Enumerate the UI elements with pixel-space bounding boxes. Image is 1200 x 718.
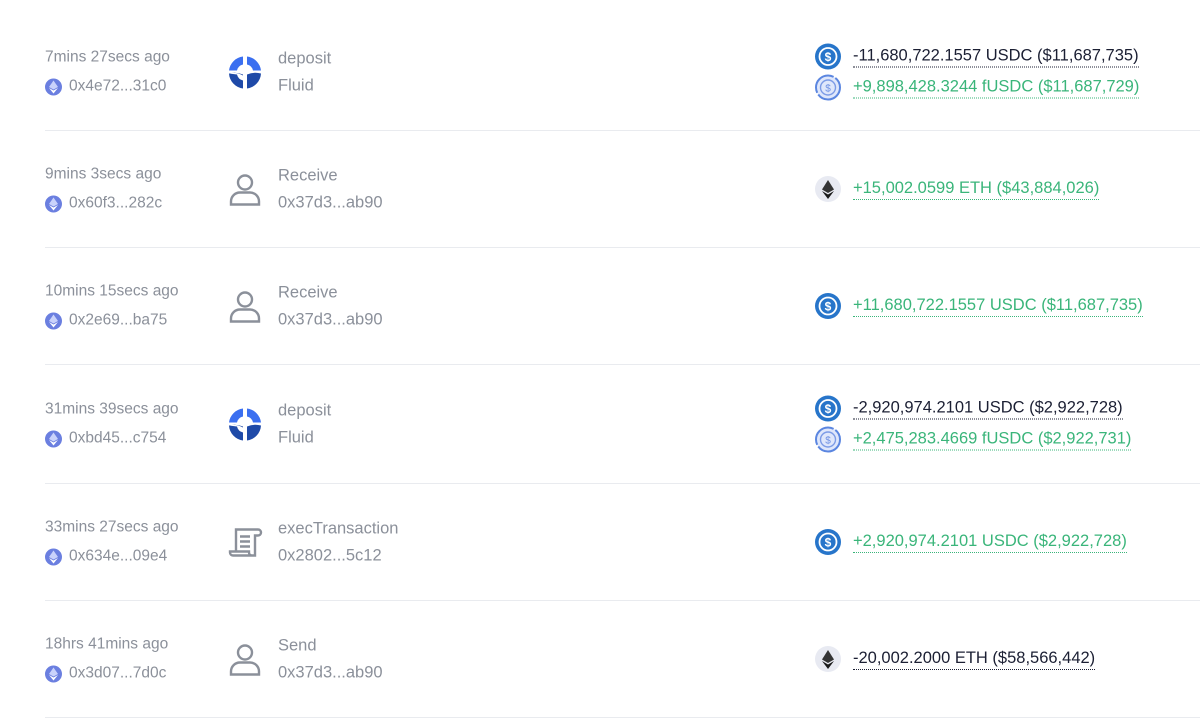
tx-hash-text[interactable]: 0x4e72...31c0 — [69, 77, 167, 95]
tx-hash-text[interactable]: 0x2e69...ba75 — [69, 311, 168, 329]
transaction-row: 9mins 3secs ago 0x60f3...282c Receive 0x3… — [45, 131, 1200, 248]
amount-column: $ -11,680,722.1557 USDC ($11,687,735) $ +9,… — [815, 40, 1140, 105]
time-column: 33mins 27secs ago 0x634e...09e4 — [45, 518, 179, 567]
svg-text:$: $ — [825, 402, 832, 416]
fluid-logo — [227, 406, 263, 442]
time-column: 9mins 3secs ago 0x60f3...282c — [45, 165, 162, 214]
tx-hash[interactable]: 0x4e72...31c0 — [45, 77, 170, 97]
tx-hash[interactable]: 0xbd45...c754 — [45, 429, 179, 449]
tx-type: Receive — [278, 166, 338, 185]
svg-text:$: $ — [825, 436, 831, 447]
transaction-row: 18hrs 41mins ago 0x3d07...7d0c Send 0x37d… — [45, 601, 1200, 718]
ethereum-chain-icon — [45, 665, 62, 682]
usdc-icon: $ — [815, 293, 841, 319]
usdc-icon: $ — [815, 529, 841, 555]
amount-line: $ +11,680,722.1557 USDC ($11,687,735) — [815, 292, 1143, 320]
amount-value[interactable]: +15,002.0599 ETH ($43,884,026) — [853, 179, 1100, 200]
eth-icon — [815, 176, 841, 202]
tx-hash[interactable]: 0x634e...09e4 — [45, 547, 179, 567]
fusdc-icon: $ — [815, 74, 841, 101]
ethereum-chain-icon — [45, 195, 62, 212]
timestamp: 31mins 39secs ago — [45, 400, 179, 418]
tx-counterparty[interactable]: Fluid — [278, 428, 314, 447]
amount-line: +15,002.0599 ETH ($43,884,026) — [815, 175, 1100, 203]
amount-value[interactable]: -20,002.2000 ETH ($58,566,442) — [853, 649, 1096, 670]
tx-counterparty[interactable]: 0x37d3...ab90 — [278, 663, 383, 682]
amount-value[interactable]: -2,920,974.2101 USDC ($2,922,728) — [853, 398, 1123, 419]
transaction-list: 7mins 27secs ago 0x4e72...31c0 deposit Fl… — [45, 0, 1200, 718]
type-column: Receive 0x37d3...ab90 — [227, 282, 383, 331]
amount-column: $ -2,920,974.2101 USDC ($2,922,728) $ +2,47… — [815, 392, 1132, 457]
svg-text:$: $ — [825, 536, 832, 550]
user-icon — [227, 171, 263, 207]
amount-line: $ +9,898,428.3244 fUSDC ($11,687,729) — [815, 74, 1140, 102]
ethereum-chain-icon — [45, 430, 62, 447]
time-column: 31mins 39secs ago 0xbd45...c754 — [45, 400, 179, 449]
type-column: deposit Fluid — [227, 400, 331, 449]
timestamp: 9mins 3secs ago — [45, 165, 162, 183]
usdc-icon: $ — [815, 395, 841, 422]
svg-text:$: $ — [825, 300, 832, 314]
ethereum-chain-icon — [45, 78, 62, 95]
svg-text:$: $ — [825, 84, 831, 95]
tx-type: deposit — [278, 49, 332, 68]
type-column: Receive 0x37d3...ab90 — [227, 165, 383, 214]
tx-hash-text[interactable]: 0x60f3...282c — [69, 194, 163, 212]
transaction-row: 31mins 39secs ago 0xbd45...c754 deposit F… — [45, 365, 1200, 484]
timestamp: 33mins 27secs ago — [45, 518, 179, 536]
tx-hash-text[interactable]: 0x634e...09e4 — [69, 547, 168, 565]
type-column: Send 0x37d3...ab90 — [227, 635, 383, 684]
amount-column: $ +2,920,974.2101 USDC ($2,922,728) — [815, 525, 1127, 559]
amount-value[interactable]: +2,920,974.2101 USDC ($2,922,728) — [853, 532, 1127, 553]
amount-line: $ -11,680,722.1557 USDC ($11,687,735) — [815, 43, 1139, 71]
usdc-icon: $ — [815, 43, 841, 70]
scroll-icon — [227, 524, 263, 560]
ethereum-chain-icon — [45, 548, 62, 565]
amount-column: +15,002.0599 ETH ($43,884,026) — [815, 172, 1100, 206]
tx-type: execTransaction — [278, 519, 399, 538]
timestamp: 10mins 15secs ago — [45, 282, 179, 300]
fusdc-icon: $ — [815, 426, 841, 453]
amount-column: -20,002.2000 ETH ($58,566,442) — [815, 642, 1096, 676]
user-icon — [227, 288, 263, 324]
timestamp: 18hrs 41mins ago — [45, 635, 169, 653]
time-column: 18hrs 41mins ago 0x3d07...7d0c — [45, 635, 168, 684]
tx-hash[interactable]: 0x3d07...7d0c — [45, 664, 168, 684]
amount-column: $ +11,680,722.1557 USDC ($11,687,735) — [815, 289, 1143, 323]
tx-hash[interactable]: 0x60f3...282c — [45, 194, 162, 214]
time-column: 10mins 15secs ago 0x2e69...ba75 — [45, 282, 179, 331]
type-column: execTransaction 0x2802...5c12 — [227, 518, 398, 567]
amount-line: $ +2,920,974.2101 USDC ($2,922,728) — [815, 528, 1127, 556]
amount-line: -20,002.2000 ETH ($58,566,442) — [815, 645, 1096, 673]
tx-counterparty[interactable]: Fluid — [278, 76, 314, 95]
amount-value[interactable]: +2,475,283.4669 fUSDC ($2,922,731) — [853, 429, 1132, 450]
svg-text:$: $ — [825, 50, 832, 64]
fluid-logo — [227, 54, 263, 90]
timestamp: 7mins 27secs ago — [45, 48, 170, 66]
transaction-row: 10mins 15secs ago 0x2e69...ba75 Receive 0… — [45, 248, 1200, 365]
ethereum-chain-icon — [45, 312, 62, 329]
tx-hash[interactable]: 0x2e69...ba75 — [45, 311, 179, 331]
tx-type: deposit — [278, 401, 332, 420]
amount-line: $ -2,920,974.2101 USDC ($2,922,728) — [815, 395, 1131, 423]
tx-counterparty[interactable]: 0x37d3...ab90 — [278, 193, 383, 212]
type-column: deposit Fluid — [227, 48, 331, 97]
tx-counterparty[interactable]: 0x37d3...ab90 — [278, 310, 383, 329]
amount-value[interactable]: +11,680,722.1557 USDC ($11,687,735) — [853, 296, 1143, 317]
transaction-row: 33mins 27secs ago 0x634e...09e4 execTran… — [45, 484, 1200, 601]
user-icon — [227, 641, 263, 677]
tx-hash-text[interactable]: 0xbd45...c754 — [69, 429, 167, 447]
amount-line: $ +2,475,283.4669 fUSDC ($2,922,731) — [815, 426, 1132, 454]
eth-icon — [815, 646, 841, 672]
amount-value[interactable]: -11,680,722.1557 USDC ($11,687,735) — [853, 46, 1139, 67]
tx-counterparty[interactable]: 0x2802...5c12 — [278, 546, 382, 565]
transaction-row: 7mins 27secs ago 0x4e72...31c0 deposit Fl… — [45, 0, 1200, 131]
tx-type: Receive — [278, 283, 338, 302]
amount-value[interactable]: +9,898,428.3244 fUSDC ($11,687,729) — [853, 77, 1140, 98]
tx-hash-text[interactable]: 0x3d07...7d0c — [69, 664, 167, 682]
time-column: 7mins 27secs ago 0x4e72...31c0 — [45, 48, 170, 97]
tx-type: Send — [278, 636, 317, 655]
